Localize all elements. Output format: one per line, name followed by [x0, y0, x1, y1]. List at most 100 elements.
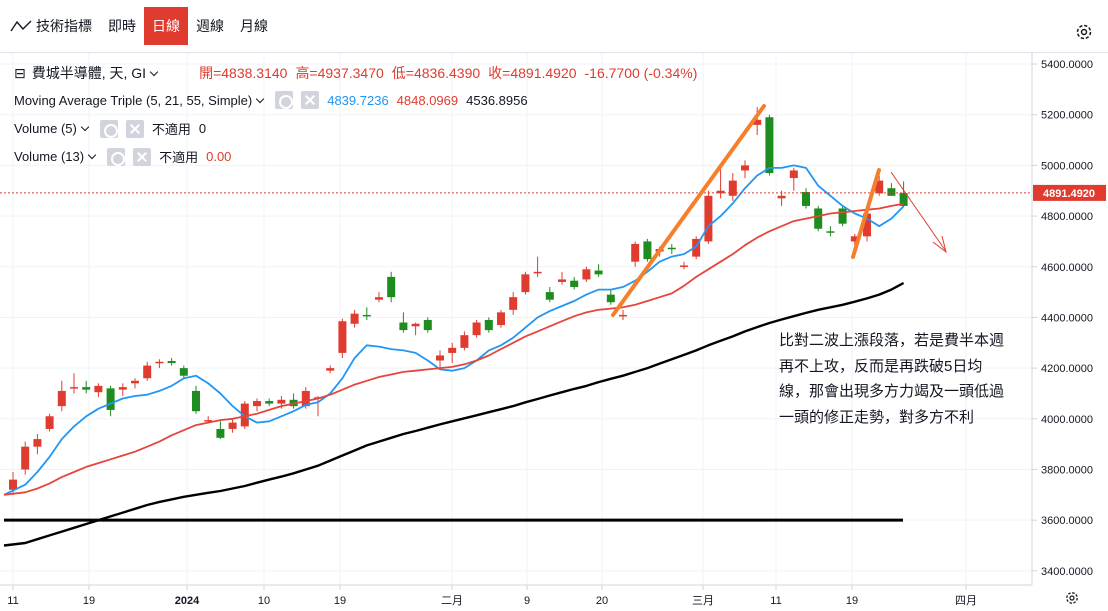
candle-body [399, 322, 408, 331]
indicators-label: 技術指標 [36, 18, 92, 34]
ma-line-ma55 [3, 281, 905, 547]
open-value: 開=4838.3140 [199, 65, 288, 81]
candle-body [802, 192, 810, 206]
candle-body [899, 193, 908, 206]
candle-body [216, 428, 225, 438]
tab-monthly[interactable]: 月線 [240, 18, 268, 34]
candle-body [45, 416, 54, 429]
candle-body [558, 279, 566, 282]
candle-body [594, 270, 603, 275]
volume13-label[interactable]: Volume (13) [14, 149, 85, 164]
time-tick-label: 2024 [175, 595, 200, 607]
candle-body [423, 319, 432, 331]
candle-body [21, 446, 30, 470]
price-tick-label: 3800.0000 [1041, 464, 1093, 476]
price-tick-label: 4600.0000 [1041, 262, 1093, 274]
candle-body [667, 247, 676, 250]
candle-body [484, 319, 493, 331]
volume13-settings-icon[interactable] [107, 147, 126, 166]
time-tick-label: 20 [596, 595, 608, 607]
candle-body [436, 355, 444, 361]
collapse-icon[interactable]: ⊟ [14, 64, 26, 81]
ma-line-ma5 [3, 164, 905, 496]
period-toolbar: 技術指標 即時 日線 週線 月線 [0, 0, 1108, 52]
ma-settings-icon[interactable] [275, 91, 294, 109]
candle-body [338, 321, 347, 353]
low-value: 低=4836.4390 [391, 65, 481, 81]
volume5-label[interactable]: Volume (5) [14, 121, 77, 136]
time-tick-label: 10 [258, 595, 270, 607]
candle-body [460, 335, 469, 348]
time-tick-label: 二月 [441, 595, 463, 607]
ma-remove-icon[interactable] [301, 91, 320, 109]
trend-line-2 [851, 168, 881, 259]
indicators-button[interactable]: 技術指標 [0, 7, 100, 45]
moving-average-lines [3, 164, 905, 547]
candle-body [448, 347, 457, 353]
candle-body [728, 180, 737, 196]
price-tick-label: 4000.0000 [1041, 414, 1093, 426]
time-axis: 11 19 2024 10 19 二月 9 20 三月 11 19 四月 [7, 585, 977, 607]
volume5-remove-icon[interactable] [125, 119, 144, 138]
chevron-down-icon[interactable] [255, 94, 265, 103]
candle-body [826, 231, 835, 233]
candle-body [643, 241, 652, 260]
axis-settings-gear-icon[interactable] [1064, 590, 1080, 606]
chevron-down-icon[interactable] [87, 150, 97, 160]
volume5-na: 不適用 [151, 122, 191, 137]
time-tick-label: 四月 [955, 595, 977, 607]
chevron-down-icon[interactable] [149, 67, 159, 76]
toolbar-divider [0, 52, 1108, 53]
tab-realtime[interactable]: 即時 [108, 18, 136, 34]
forecast-arrow-line [890, 171, 946, 251]
candle-body [545, 292, 554, 300]
price-axis: 5400.0000 5200.0000 5000.0000 4800.0000 4600… [1032, 59, 1093, 578]
forecast-arrow-head [932, 235, 947, 254]
settings-gear-icon[interactable] [1074, 22, 1094, 42]
candle-body [509, 297, 518, 310]
ma-line-ma21 [3, 203, 904, 496]
tab-weekly[interactable]: 週線 [196, 18, 224, 34]
candle-body [33, 439, 42, 447]
candle-body [570, 280, 579, 288]
ma21-value: 4848.0969 [396, 92, 459, 108]
candle-body [118, 387, 127, 390]
annotation-line: 線，那會出現多方力竭及一頭低過 [779, 383, 1005, 400]
candle-body [850, 236, 859, 242]
time-tick-label: 9 [524, 595, 530, 607]
volume13-remove-icon[interactable] [133, 147, 152, 166]
ma55-value: 4536.8956 [466, 92, 528, 108]
candle-body [179, 368, 188, 376]
price-tick-label: 5400.0000 [1041, 59, 1093, 71]
candle-body [253, 401, 261, 407]
ma-legend: Moving Average Triple (5, 21, 55, Simple… [14, 91, 528, 109]
tab-daily[interactable]: 日線 [144, 7, 188, 45]
candle-body [350, 313, 359, 324]
time-tick-label: 11 [7, 595, 18, 607]
candle-body [387, 276, 396, 298]
candle-body [131, 380, 139, 384]
candle-body [753, 119, 762, 125]
candlestick-series [9, 107, 908, 495]
candle-body [82, 387, 91, 390]
price-tick-label: 3400.0000 [1041, 566, 1093, 578]
candle-body [838, 208, 847, 224]
candle-body [375, 297, 383, 300]
drawing-overlays [0, 104, 1032, 522]
volume5-settings-icon[interactable] [99, 119, 118, 138]
time-tick-label: 11 [770, 595, 781, 607]
indicators-icon [10, 20, 32, 32]
candle-body [411, 323, 420, 327]
candle-body [777, 195, 786, 199]
candle-body [9, 479, 17, 490]
chevron-down-icon[interactable] [80, 122, 90, 132]
ma-label[interactable]: Moving Average Triple (5, 21, 55, Simple… [14, 92, 253, 108]
candle-body [582, 269, 591, 280]
candle-body [167, 361, 176, 364]
symbol-name: 費城半導體, 天, GI [31, 65, 147, 81]
change-value: -16.7700 (-0.34%) [584, 65, 698, 81]
candle-body [204, 420, 213, 422]
price-tick-label: 3600.0000 [1041, 515, 1093, 527]
price-tick-label: 4400.0000 [1041, 312, 1093, 324]
